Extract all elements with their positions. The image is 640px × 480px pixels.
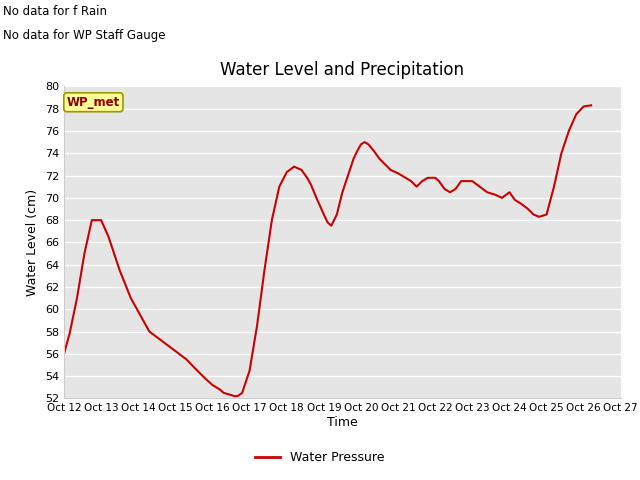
Text: No data for f Rain: No data for f Rain	[3, 5, 108, 18]
Legend: Water Pressure: Water Pressure	[250, 446, 390, 469]
X-axis label: Time: Time	[327, 416, 358, 429]
Text: WP_met: WP_met	[67, 96, 120, 109]
Y-axis label: Water Level (cm): Water Level (cm)	[26, 189, 39, 296]
Text: No data for WP Staff Gauge: No data for WP Staff Gauge	[3, 29, 166, 42]
Title: Water Level and Precipitation: Water Level and Precipitation	[220, 61, 465, 79]
